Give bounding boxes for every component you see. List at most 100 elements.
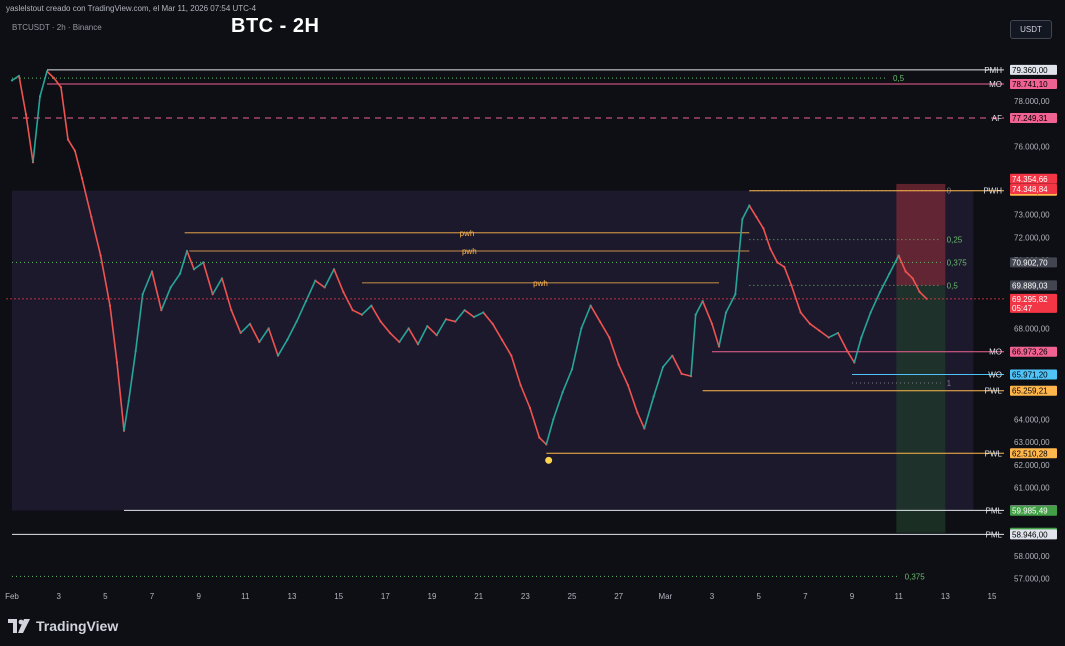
price-segment [170, 273, 181, 288]
price-segment [333, 268, 345, 293]
price-badge [1010, 79, 1057, 90]
level-tag: PWL [985, 387, 1003, 396]
level-tag: MO [989, 348, 1002, 357]
price-segment [491, 323, 503, 341]
price-segment [482, 311, 494, 325]
price-segment [599, 321, 611, 338]
price-segment [134, 294, 144, 352]
price-axis-tick-label: 76.000,00 [1014, 142, 1050, 151]
price-segment [398, 327, 410, 343]
price-badge-label: 69.889,03 [1012, 281, 1048, 290]
price-axis-tick-label: 63.000,00 [1014, 438, 1050, 447]
price-badge-label: 62.510,28 [1012, 449, 1048, 458]
time-axis-tick-label: 27 [614, 592, 623, 601]
price-axis-tick-label: 64.000,00 [1014, 415, 1050, 424]
price-segment [694, 300, 704, 316]
price-segment [561, 369, 573, 393]
price-segment [435, 318, 447, 336]
price-segment [53, 77, 62, 88]
price-segment [473, 311, 484, 318]
price-segment [202, 262, 214, 295]
price-segment [74, 150, 83, 179]
price-segment [636, 412, 646, 429]
price-segment [240, 323, 251, 334]
time-axis-tick-label: 7 [803, 592, 808, 601]
price-segment [519, 384, 531, 409]
price-badge [1010, 385, 1057, 396]
tradingview-logo[interactable]: TradingView [8, 618, 118, 634]
chart-title: BTC - 2H [231, 15, 320, 37]
price-segment [608, 337, 620, 366]
price-segment [529, 407, 541, 438]
price-segment [741, 205, 751, 220]
price-segment [352, 309, 363, 316]
current-price-badge [1010, 293, 1057, 313]
price-segment [46, 70, 55, 79]
price-segment [846, 350, 856, 363]
target-zone [896, 285, 946, 533]
time-axis-tick-label: Mar [658, 592, 672, 601]
price-segment [711, 323, 720, 347]
price-segment [277, 339, 289, 357]
price-segment [249, 323, 261, 343]
price-segment [734, 219, 744, 295]
price-segment [897, 255, 907, 272]
price-segment [258, 327, 270, 343]
idea-marker-icon[interactable] [545, 456, 553, 464]
price-segment [681, 373, 692, 377]
price-segment [580, 305, 592, 329]
price-segment [39, 71, 48, 97]
price-segment [552, 391, 564, 420]
price-axis-tick-label: 72.000,00 [1014, 233, 1050, 242]
time-axis-tick-label: 13 [288, 592, 297, 601]
price-segment [860, 312, 872, 338]
price-segment [464, 309, 475, 318]
price-segment [837, 332, 849, 352]
time-axis-tick-label: 19 [428, 592, 437, 601]
time-axis-tick-label: 9 [850, 592, 855, 601]
symbol-label: BTCUSDT · 2h · Binance [12, 23, 102, 32]
price-badge [1010, 346, 1057, 357]
stop-badge-label: 74.354,66 [1012, 175, 1048, 184]
price-segment [116, 362, 125, 431]
time-axis-tick-label: 5 [756, 592, 761, 601]
price-segment [417, 325, 429, 345]
price-badge-label: 70.902,70 [1012, 258, 1048, 267]
price-segment [701, 300, 713, 325]
time-axis-tick-label: 25 [568, 592, 577, 601]
price-segment [305, 280, 317, 302]
price-segment [888, 255, 900, 275]
stop-zone [896, 183, 946, 286]
currency-selector[interactable]: USDT [1010, 20, 1052, 39]
price-chart[interactable]: 78.000,0076.000,0073.000,0072.000,0071.0… [0, 0, 1065, 606]
level-tag: PMH [984, 66, 1002, 75]
price-segment [800, 311, 811, 325]
time-axis-tick-label: 23 [521, 592, 530, 601]
price-segment [389, 332, 400, 343]
price-segment [286, 321, 298, 341]
tradingview-logo-icon [8, 619, 30, 633]
price-segment [314, 279, 326, 289]
price-segment [267, 328, 279, 356]
price-segment [426, 325, 438, 336]
price-axis-tick-label: 58.000,00 [1014, 552, 1050, 561]
price-segment [762, 228, 772, 250]
price-segment [755, 216, 765, 229]
price-segment [671, 355, 683, 375]
price-badge-label: 65.259,21 [1012, 387, 1048, 396]
price-badge-label: 65.971,20 [1012, 371, 1048, 380]
price-segment [809, 323, 820, 332]
price-segment [25, 114, 34, 163]
price-segment [60, 87, 69, 140]
price-segment [545, 419, 555, 445]
price-segment [643, 396, 655, 429]
time-axis-tick-label: 13 [941, 592, 950, 601]
fib-level-label: 0,375 [905, 572, 926, 581]
fib-level-label: 0,25 [947, 236, 963, 245]
price-segment [589, 305, 601, 322]
price-badge [1010, 112, 1057, 123]
bar-countdown-label: 05:47 [1012, 304, 1033, 313]
time-axis-tick-label: 11 [895, 592, 904, 601]
price-segment [295, 300, 307, 322]
